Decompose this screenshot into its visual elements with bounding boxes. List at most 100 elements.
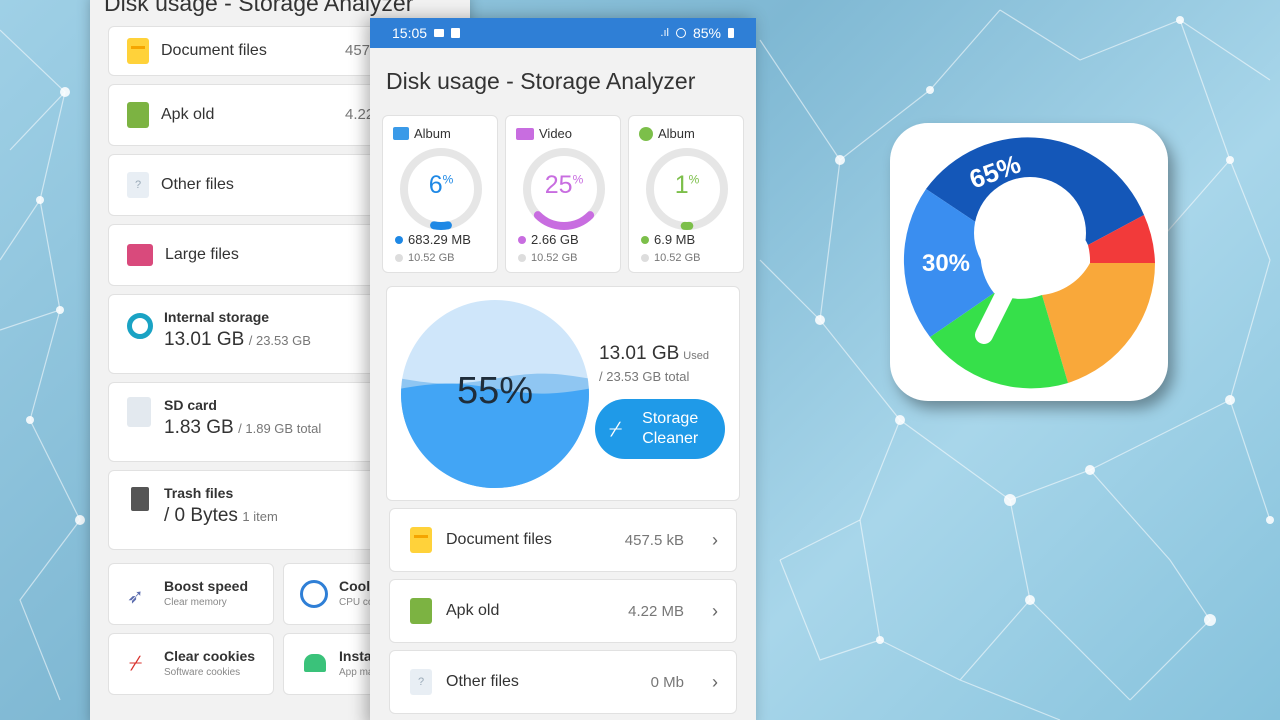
unknown-file-icon: ? <box>410 669 432 695</box>
trash-title: Trash files <box>164 485 234 501</box>
back-internal-storage-card[interactable]: Internal storage 13.01 GB / 23.53 GB <box>108 294 408 374</box>
tool-subtitle: CPU co <box>339 597 374 608</box>
tool-title: Clear cookies <box>164 648 256 664</box>
do-not-disturb-icon <box>675 28 686 38</box>
media-percent-value: 6 <box>428 171 443 199</box>
storage-total: / 23.53 GB total <box>599 369 690 384</box>
donut-chart-logo: 65% 30% <box>903 137 1156 389</box>
storage-ring-icon <box>127 313 153 339</box>
media-percent-value: 1 <box>674 171 689 199</box>
storage-percent: 55% <box>456 370 534 412</box>
logo-segment-light-blue <box>903 189 994 337</box>
back-app-title: Disk usage - Storage Analyzer <box>104 0 414 16</box>
media-used: 683.29 MB <box>408 232 471 247</box>
list-item-value: 457.5 kB <box>624 531 684 549</box>
media-label: Album <box>658 126 695 141</box>
media-card-video[interactable]: Video 25% 2.66 GB 10.52 GB <box>505 115 621 273</box>
rocket-icon: ➶ <box>127 586 144 608</box>
logo-segment-orange <box>1042 263 1156 383</box>
media-ring <box>523 148 605 230</box>
clock: 15:05 <box>392 25 428 41</box>
back-trash-card[interactable]: Trash files / 0 Bytes 1 item <box>108 470 408 550</box>
list-item-label: Apk old <box>446 602 500 619</box>
android-icon <box>304 654 326 672</box>
list-item-value: 0 Mb <box>650 673 684 691</box>
unknown-file-icon: ? <box>127 172 149 198</box>
media-used: 6.9 MB <box>654 232 696 247</box>
media-percent-value: 25 <box>544 171 573 199</box>
back-item-label: Other files <box>161 176 234 193</box>
media-label: Album <box>414 126 451 141</box>
internal-storage-used: 13.01 GB <box>164 329 245 350</box>
status-bar: 15:05 .ıl 85% <box>370 18 756 48</box>
list-item-label: Other files <box>446 673 519 690</box>
back-item-label: Document files <box>161 42 267 59</box>
list-item-apk-old[interactable]: Apk old 4.22 MB › <box>389 579 737 643</box>
percent-sign: % <box>442 172 454 187</box>
storage-cleaner-label: Storage Cleaner <box>642 410 699 447</box>
page-title: Disk usage - Storage Analyzer <box>386 68 696 94</box>
gauge-wave-front <box>401 383 589 488</box>
trash-count: 1 item <box>242 509 278 524</box>
tool-title: Coole <box>339 578 378 594</box>
tool-subtitle: Clear memory <box>164 597 227 608</box>
phone-screen: 15:05 .ıl 85% Disk usage - Storage Analy… <box>370 18 756 720</box>
broom-icon: ⌿ <box>129 650 143 675</box>
android-icon <box>410 598 432 624</box>
media-card-album[interactable]: Album 6% 683.29 MB 10.52 GB <box>382 115 498 273</box>
internal-storage-total: / 23.53 GB <box>248 333 311 348</box>
tool-subtitle: Software cookies <box>164 667 241 678</box>
back-list-item-apk[interactable]: Apk old 4.22 <box>108 84 408 146</box>
media-total: 10.52 GB <box>531 252 578 264</box>
list-item-document-files[interactable]: Document files 457.5 kB › <box>389 508 737 572</box>
used-dot <box>518 235 526 244</box>
sd-card-title: SD card <box>164 397 217 413</box>
list-item-other-files[interactable]: ? Other files 0 Mb › <box>389 650 737 714</box>
sd-card-icon <box>127 397 151 427</box>
total-dot <box>641 254 649 262</box>
logo-hole <box>974 177 1086 289</box>
back-list-item-document[interactable]: Document files 457. <box>108 26 408 76</box>
percent-sign: % <box>572 172 584 187</box>
clear-cookies-tool[interactable]: ⌿ Clear cookies Software cookies <box>108 633 274 695</box>
folder-icon <box>127 244 153 266</box>
used-dot <box>395 235 403 244</box>
percent-sign: % <box>688 172 700 187</box>
total-dot <box>395 254 403 262</box>
list-item-value: 4.22 MB <box>628 602 684 620</box>
logo-label-mid: 30% <box>922 250 970 277</box>
app-logo: 65% 30% <box>890 123 1168 401</box>
document-icon <box>410 527 432 553</box>
broom-icon: ⌿ <box>609 416 623 441</box>
back-item-value: 457. <box>345 42 375 59</box>
back-list-item-large[interactable]: Large files <box>108 224 408 286</box>
trash-size: / 0 Bytes <box>164 505 238 526</box>
document-icon <box>127 38 149 64</box>
android-icon <box>127 102 149 128</box>
video-record-icon <box>434 29 445 37</box>
logo-segment-red <box>1088 215 1155 263</box>
boost-speed-tool[interactable]: ➶ Boost speed Clear memory <box>108 563 274 625</box>
screenshot-icon <box>451 28 461 38</box>
storage-water-gauge <box>401 300 589 488</box>
media-total: 10.52 GB <box>408 252 455 264</box>
ring-progress <box>430 221 452 230</box>
storage-cleaner-button[interactable]: ⌿ Storage Cleaner <box>595 399 725 459</box>
battery-icon <box>728 28 734 38</box>
media-card-audio[interactable]: Album 1% 6.9 MB 10.52 GB <box>628 115 744 273</box>
media-percent: 25% <box>506 171 622 200</box>
battery-level: 85% <box>692 25 721 41</box>
internal-storage-title: Internal storage <box>164 309 270 325</box>
storage-summary-card: 55% 13.01 GB Used / 23.53 GB total ⌿ Stor… <box>386 286 740 501</box>
media-used: 2.66 GB <box>531 232 579 247</box>
media-label: Video <box>539 126 573 141</box>
fan-icon <box>300 580 328 608</box>
trash-icon <box>131 487 149 511</box>
image-icon <box>393 127 409 140</box>
back-sd-card[interactable]: SD card 1.83 GB / 1.89 GB total <box>108 382 408 462</box>
back-list-item-other[interactable]: ? Other files ( <box>108 154 408 216</box>
media-percent: 6% <box>383 171 499 200</box>
sd-card-used: 1.83 GB <box>164 417 234 438</box>
back-item-label: Large files <box>165 246 239 263</box>
